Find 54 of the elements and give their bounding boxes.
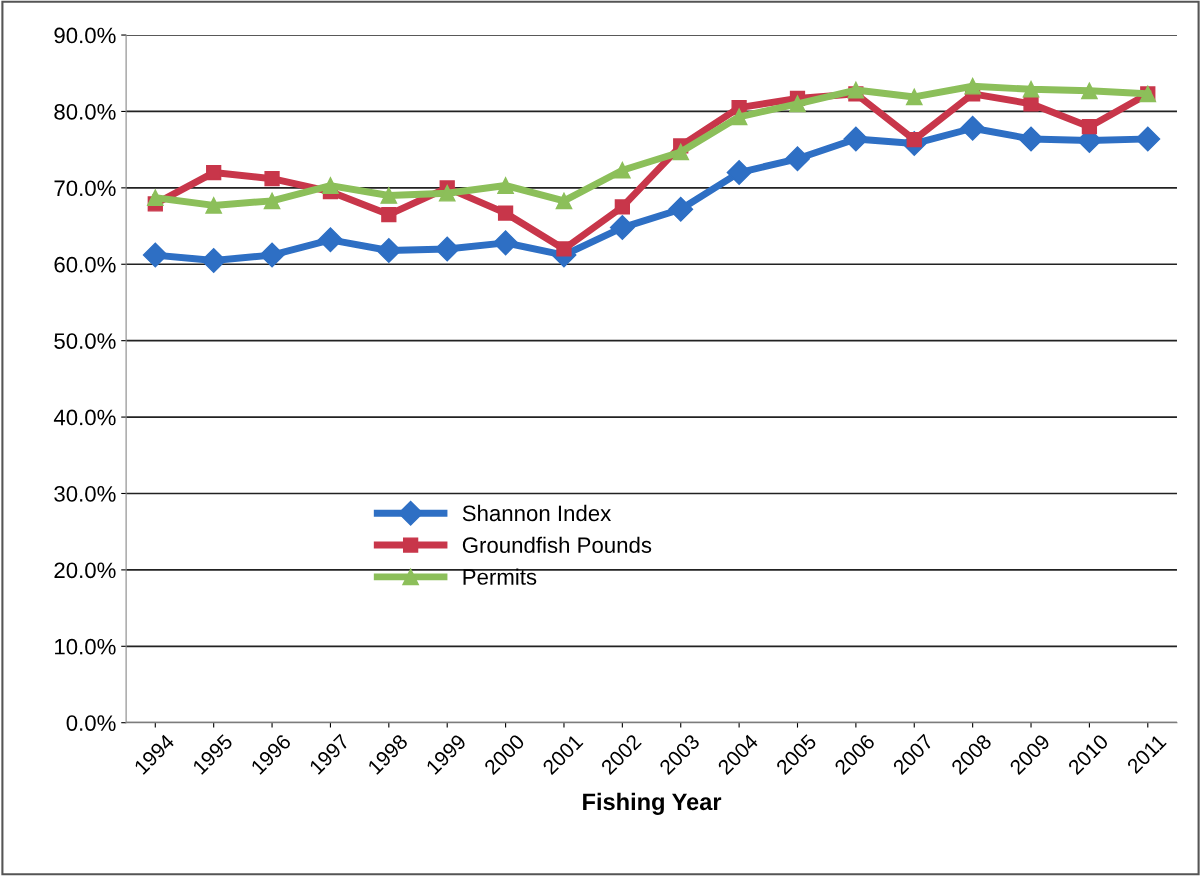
y-tick-label: 40.0% (53, 409, 116, 426)
point (381, 206, 397, 223)
y-tick-label: 0.0% (66, 715, 116, 731)
y-tick-label: 50.0% (54, 333, 116, 349)
point (730, 108, 748, 126)
point (668, 196, 694, 222)
point (609, 215, 635, 241)
point (843, 126, 869, 152)
point (1022, 80, 1040, 98)
legend-label: Permits (463, 568, 537, 585)
point (142, 242, 168, 268)
point (785, 146, 810, 172)
point (206, 164, 222, 181)
x-axis-title: Fishing Year (583, 792, 722, 815)
point (493, 230, 519, 256)
point (614, 161, 631, 179)
point (376, 238, 402, 263)
point (201, 247, 227, 273)
point (960, 115, 986, 141)
point (614, 199, 630, 215)
point (964, 77, 981, 95)
point (497, 205, 514, 221)
point (317, 227, 343, 253)
point (556, 241, 572, 257)
y-tick-label: 80.0% (54, 103, 116, 120)
point (264, 171, 280, 187)
point (497, 177, 514, 194)
point (555, 192, 573, 210)
point (259, 242, 285, 268)
y-tick-label: 20.0% (54, 562, 116, 579)
point (905, 88, 923, 106)
point (322, 177, 339, 194)
point (1018, 126, 1044, 152)
point (789, 95, 806, 113)
y-tick-label: 60.0% (54, 256, 116, 273)
y-tick-label: 90.0% (54, 27, 116, 44)
point (1081, 119, 1098, 135)
point (380, 187, 398, 204)
point (1135, 126, 1161, 152)
y-tick-label: 30.0% (54, 486, 116, 502)
point (1081, 82, 1098, 100)
point (434, 236, 460, 262)
point (263, 192, 281, 210)
point (726, 160, 752, 186)
legend-label: Shannon Index (462, 504, 612, 522)
point (205, 197, 223, 214)
point (672, 143, 690, 161)
point (146, 189, 164, 207)
y-tick-label: 10.0% (55, 638, 116, 655)
point (438, 184, 456, 202)
legend-label: Groundfish Pounds (462, 536, 652, 554)
point (847, 81, 865, 99)
y-tick-label: 70.0% (54, 180, 116, 197)
point (1023, 96, 1039, 112)
